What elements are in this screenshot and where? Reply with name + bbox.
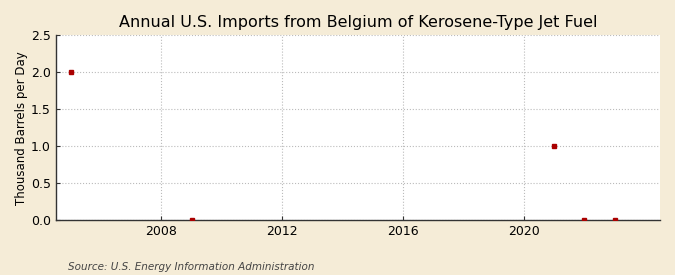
Y-axis label: Thousand Barrels per Day: Thousand Barrels per Day xyxy=(15,51,28,205)
Title: Annual U.S. Imports from Belgium of Kerosene-Type Jet Fuel: Annual U.S. Imports from Belgium of Kero… xyxy=(119,15,597,30)
Text: Source: U.S. Energy Information Administration: Source: U.S. Energy Information Administ… xyxy=(68,262,314,272)
